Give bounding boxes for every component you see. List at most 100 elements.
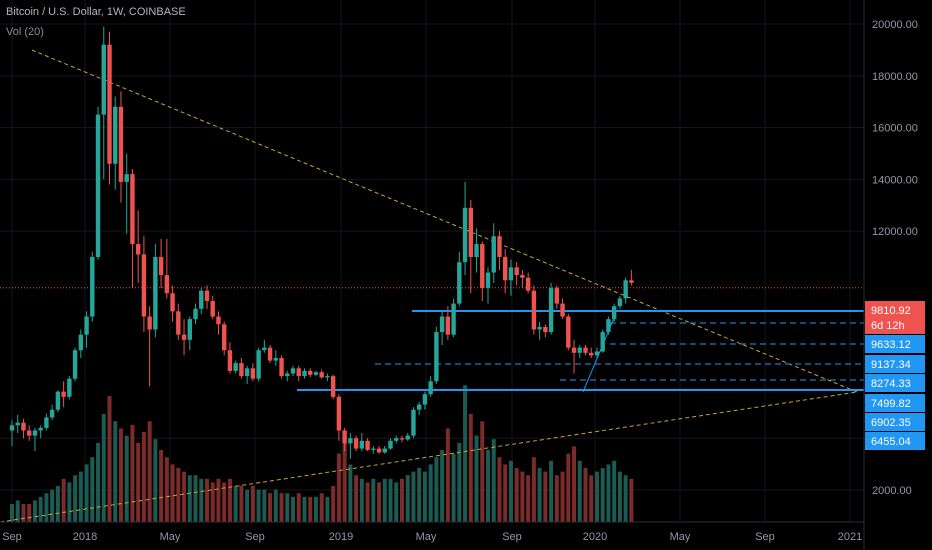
candle-body	[273, 357, 279, 361]
x-tick-label: 2019	[329, 531, 353, 543]
level-price-label: 6902.35	[871, 417, 911, 429]
volume-bar	[497, 457, 502, 522]
volume-bar	[480, 421, 485, 522]
volume-bar	[302, 496, 307, 522]
candle-body	[72, 350, 78, 379]
volume-bar	[38, 496, 43, 522]
candle-body	[21, 422, 26, 431]
candles	[9, 26, 634, 459]
volume-bar	[589, 475, 594, 522]
volume-bar	[572, 446, 577, 522]
price-labels: 9810.92 6d 12h 9633.12 9137.34 8274.33 7499.8…	[865, 301, 925, 450]
candle-body	[279, 357, 284, 377]
volume-bar	[422, 471, 427, 522]
volume-bar	[239, 486, 244, 522]
level-price-label-bg	[865, 335, 925, 353]
volume-bar	[107, 396, 112, 522]
y-tick-label: 20000.00	[872, 19, 918, 31]
volume-bars	[10, 385, 634, 522]
x-tick-label: May	[670, 531, 691, 543]
volume-bar	[354, 475, 359, 522]
candle-body	[262, 347, 267, 351]
volume-bar	[520, 471, 525, 522]
volume-bar	[193, 475, 198, 522]
volume-bar	[463, 385, 468, 522]
candle-body	[216, 316, 221, 325]
volume-bar	[617, 471, 622, 522]
volume-bar	[279, 493, 284, 522]
candle-body	[153, 256, 158, 330]
candle-body	[434, 332, 439, 382]
volume-bar	[543, 471, 548, 522]
volume-bar	[113, 421, 118, 522]
candle-body	[308, 370, 313, 375]
candle-body	[376, 448, 382, 453]
candle-body	[589, 352, 594, 356]
volume-bar	[136, 442, 141, 522]
countdown-label: 6d 12h	[871, 320, 905, 332]
volume-bar	[440, 450, 445, 522]
candle-body	[594, 351, 600, 356]
y-tick-label: 16000.00	[872, 123, 918, 135]
candle-body	[285, 373, 290, 377]
countdown-label-bg	[865, 316, 925, 334]
volume-bar	[486, 450, 491, 522]
volume-bar	[394, 482, 399, 522]
candle-body	[67, 378, 72, 397]
candle-body	[537, 326, 542, 330]
candle-body	[525, 277, 531, 291]
candle-body	[296, 368, 301, 377]
candle-body	[428, 381, 433, 395]
volume-bar	[216, 478, 221, 522]
candle-body	[514, 267, 519, 276]
candle-body	[330, 376, 336, 397]
time-axis[interactable]: Sep 2018 May Sep 2019 May Sep 2020 May Sep 2021	[2, 531, 862, 543]
volume-bar	[84, 464, 89, 522]
volume-bar	[61, 478, 66, 522]
x-tick-label: 2021	[838, 531, 862, 543]
volume-bar	[118, 428, 123, 522]
candle-body	[15, 422, 20, 426]
ascending-trendline	[0, 391, 858, 523]
drawn-lines	[0, 49, 864, 523]
x-tick-label: May	[160, 531, 181, 543]
candle-body	[560, 303, 565, 317]
candle-body	[256, 350, 261, 379]
candle-body	[210, 301, 215, 317]
volume-bar	[526, 475, 531, 522]
candle-body	[611, 306, 617, 320]
candle-body	[531, 290, 537, 330]
candle-body	[78, 334, 84, 351]
volume-bar	[612, 460, 617, 522]
candle-body	[27, 430, 32, 436]
candle-body	[548, 288, 554, 333]
volume-bar	[468, 414, 473, 522]
x-tick-label: 2020	[583, 531, 607, 543]
candle-body	[399, 438, 405, 440]
candle-body	[554, 288, 560, 304]
volume-bar	[245, 489, 250, 522]
candle-body	[445, 316, 451, 335]
volume-bar	[44, 493, 49, 522]
volume-bar	[445, 428, 450, 522]
volume-bar	[491, 439, 496, 522]
volume-bar	[348, 464, 353, 522]
volume-bar	[359, 478, 364, 522]
volume-bar	[399, 478, 404, 522]
volume-indicator-label: Vol (20)	[6, 26, 44, 38]
candle-body	[405, 435, 410, 440]
x-tick-label: Sep	[245, 531, 265, 543]
price-axis[interactable]: 20000.00 18000.00 16000.00 14000.00 12000.00…	[872, 19, 918, 497]
level-price-label-bg	[865, 432, 925, 450]
volume-bar	[130, 424, 135, 522]
volume-bar	[170, 464, 175, 522]
volume-bar	[313, 496, 318, 522]
candle-body	[411, 409, 416, 436]
volume-bar	[417, 468, 422, 522]
symbol-title: Bitcoin / U.S. Dollar, 1W, COINBASE	[6, 6, 186, 18]
candle-body	[107, 44, 112, 164]
volume-bar	[629, 478, 634, 522]
x-tick-label: Sep	[502, 531, 522, 543]
volume-bar	[250, 486, 255, 522]
